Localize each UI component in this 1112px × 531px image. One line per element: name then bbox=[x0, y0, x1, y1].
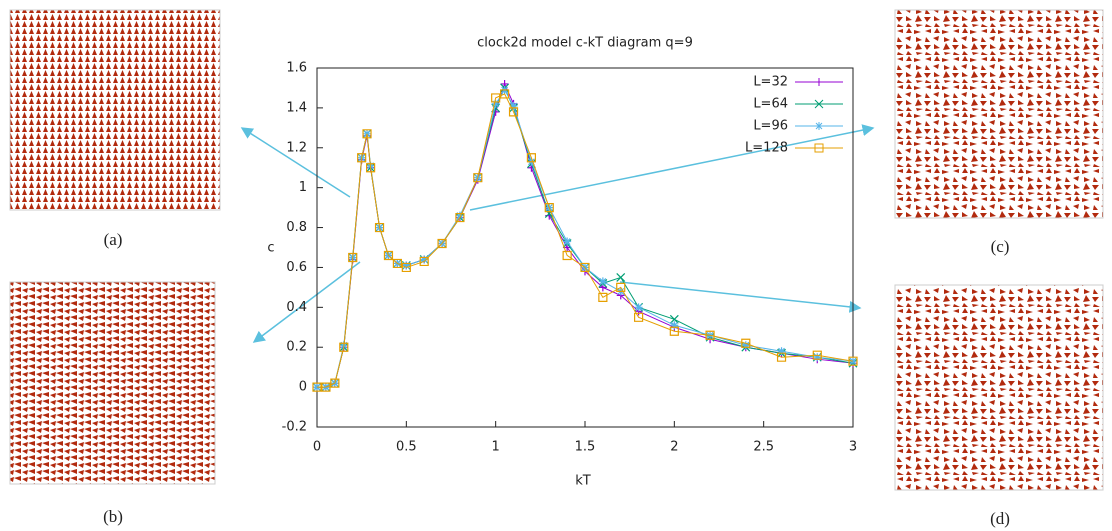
point bbox=[598, 277, 607, 286]
y-tick-label: 1.4 bbox=[286, 100, 307, 115]
y-axis-label: c bbox=[267, 241, 274, 256]
point bbox=[705, 330, 715, 340]
x-tick-label: 2 bbox=[670, 440, 678, 455]
point bbox=[419, 256, 429, 267]
x-tick-label: 3 bbox=[849, 440, 857, 455]
point bbox=[848, 356, 858, 366]
panel-label: (a) bbox=[104, 230, 123, 249]
point bbox=[312, 382, 322, 392]
y-tick-label: -0.2 bbox=[282, 420, 307, 435]
legend-marker bbox=[815, 122, 823, 130]
point bbox=[563, 237, 572, 246]
point bbox=[362, 129, 372, 139]
y-tick-label: 1.2 bbox=[286, 140, 307, 155]
point bbox=[544, 203, 554, 213]
legend-marker bbox=[815, 78, 823, 86]
point bbox=[669, 326, 679, 336]
point bbox=[776, 352, 787, 362]
point bbox=[401, 262, 411, 273]
series-line bbox=[317, 88, 854, 388]
y-tick-label: 1.6 bbox=[286, 61, 307, 76]
point bbox=[500, 89, 510, 99]
point bbox=[491, 93, 501, 103]
x-tick-label: 1 bbox=[492, 440, 500, 455]
point bbox=[383, 250, 394, 261]
y-tick-label: 0 bbox=[299, 380, 307, 395]
legend-marker bbox=[814, 99, 824, 109]
panel-label: (c) bbox=[991, 237, 1010, 256]
y-tick-label: 0.2 bbox=[286, 340, 307, 355]
point bbox=[812, 350, 822, 360]
legend-label: L=64 bbox=[753, 97, 788, 112]
panel-d bbox=[894, 284, 1104, 491]
point bbox=[455, 211, 464, 220]
point bbox=[473, 173, 483, 183]
point bbox=[741, 341, 750, 350]
point bbox=[330, 378, 340, 388]
point bbox=[616, 272, 626, 282]
point bbox=[321, 382, 331, 392]
panel-label: (b) bbox=[103, 507, 123, 526]
point bbox=[508, 107, 519, 117]
point bbox=[526, 153, 536, 163]
point bbox=[374, 222, 385, 233]
legend-label: L=96 bbox=[753, 119, 788, 134]
panel-c bbox=[894, 9, 1104, 219]
point bbox=[634, 312, 644, 322]
legend-label: L=128 bbox=[745, 141, 788, 156]
arrows bbox=[240, 124, 875, 343]
legend-label: L=32 bbox=[753, 75, 788, 90]
point bbox=[562, 250, 572, 261]
point bbox=[366, 163, 376, 173]
point bbox=[509, 101, 518, 110]
legend-marker bbox=[814, 143, 824, 153]
point bbox=[455, 212, 465, 223]
y-tick-label: 0.6 bbox=[286, 260, 307, 275]
x-tick-label: 1.5 bbox=[575, 440, 596, 455]
point bbox=[580, 262, 590, 273]
point bbox=[670, 321, 679, 330]
y-tick-label: 0.4 bbox=[286, 300, 307, 315]
x-axis-label: kT bbox=[575, 474, 591, 489]
point bbox=[813, 353, 822, 362]
x-tick-label: 0 bbox=[313, 440, 321, 455]
point bbox=[339, 342, 349, 352]
x-tick-label: 2.5 bbox=[753, 440, 774, 455]
point bbox=[437, 238, 447, 249]
point bbox=[741, 338, 751, 348]
point bbox=[392, 258, 402, 269]
point bbox=[420, 255, 429, 264]
point bbox=[616, 282, 626, 292]
point bbox=[491, 99, 500, 108]
point bbox=[348, 252, 358, 263]
series-line bbox=[317, 93, 854, 388]
panel-b bbox=[9, 281, 216, 485]
point bbox=[357, 153, 367, 163]
point bbox=[402, 261, 411, 270]
point bbox=[777, 347, 786, 356]
chart-title: clock2d model c-kT diagram q=9 bbox=[477, 36, 693, 51]
y-tick-label: 0.8 bbox=[286, 220, 307, 235]
y-tick-label: 1 bbox=[299, 180, 307, 195]
panel-label: (d) bbox=[990, 509, 1010, 528]
x-tick-label: 0.5 bbox=[396, 440, 417, 455]
point bbox=[634, 303, 643, 312]
point bbox=[598, 292, 608, 302]
panel-a bbox=[9, 9, 221, 211]
